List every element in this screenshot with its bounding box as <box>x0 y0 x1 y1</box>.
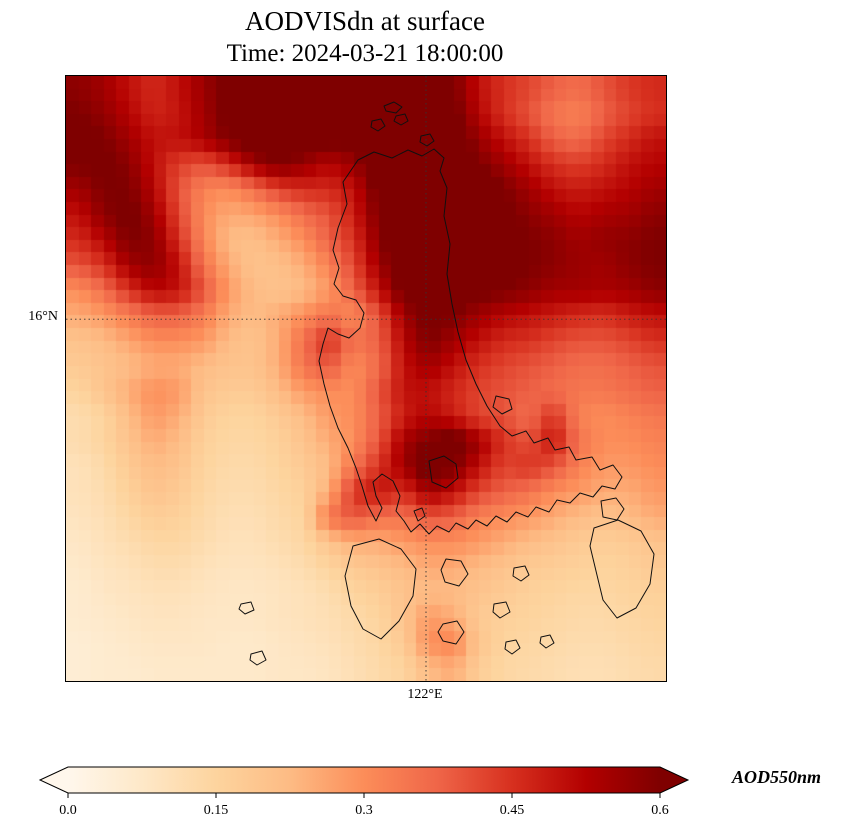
coastline-marinduque <box>440 558 469 587</box>
colorbar-label: AOD550nm <box>732 767 822 787</box>
coastline-islet-6 <box>238 601 255 615</box>
plot-subtitle: Time: 2024-03-21 18:00:00 <box>226 40 504 67</box>
colorbar <box>38 766 690 798</box>
plot-title: AODVISdn at surface <box>245 6 485 36</box>
colorbar-tick-label: 0.45 <box>499 803 525 818</box>
colorbar-tickmarks <box>67 793 661 798</box>
title-block: AODVISdn at surface Time: 2024-03-21 18:… <box>65 4 665 70</box>
map-overlay <box>66 76 666 681</box>
aod-heatmap-canvas <box>66 76 666 681</box>
map-axes <box>65 75 667 682</box>
coastline-islet-2 <box>512 565 530 582</box>
colorbar-tick-label: 0.0 <box>59 803 77 818</box>
coastline-islet-1 <box>492 601 511 619</box>
colorbar-tick-label: 0.6 <box>651 803 669 818</box>
lon-tick-label: 122°E <box>407 687 443 702</box>
colorbar-tick-label: 0.3 <box>355 803 373 818</box>
coastline-islet-7 <box>249 650 267 666</box>
coastline-islet-3 <box>437 620 465 645</box>
coastline-babuyan-2 <box>393 113 409 126</box>
lat-tick-label: 16°N <box>28 309 58 325</box>
coastline-islet-5 <box>539 634 555 649</box>
coastline-mindoro <box>344 538 417 640</box>
coastline-masbate <box>589 519 655 619</box>
coastline-babuyan-3 <box>419 133 435 147</box>
colorbar-tick-label: 0.15 <box>203 803 229 818</box>
coastline-laguna-lake <box>428 455 459 489</box>
coastline-babuyan-4 <box>383 101 403 114</box>
coastline-taal-lake <box>413 507 426 522</box>
coastline-babuyan-1 <box>370 118 386 132</box>
coastline-luzon <box>318 148 623 535</box>
coastline-islet-4 <box>504 639 521 655</box>
coastline-catanduanes <box>600 497 625 521</box>
coastlines <box>238 101 655 666</box>
colorbar-bar <box>38 766 690 794</box>
coastline-polillo <box>492 395 513 415</box>
gridlines <box>66 76 666 681</box>
